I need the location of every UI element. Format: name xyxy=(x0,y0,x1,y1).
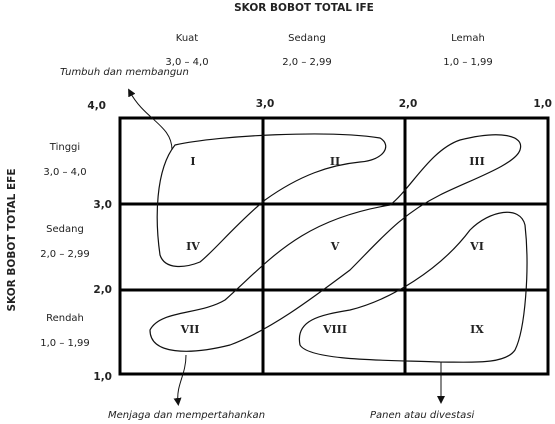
x-tick-label: 2,0 xyxy=(399,98,418,110)
cell-label: VII xyxy=(180,323,200,336)
cell-label: VIII xyxy=(322,323,347,336)
column-range: 1,0 – 1,99 xyxy=(443,57,493,68)
row-label: Rendah xyxy=(46,313,84,324)
annotation: Menjaga dan mempertahankan xyxy=(108,410,265,421)
y-tick-label: 2,0 xyxy=(93,284,112,296)
cell-label: I xyxy=(190,155,195,168)
annotation-arrow xyxy=(173,354,187,406)
row-range: 2,0 – 2,99 xyxy=(40,249,90,260)
y-tick-label: 4,0 xyxy=(87,100,106,112)
x-tick-label: 3,0 xyxy=(256,98,275,110)
hold-outline xyxy=(149,134,522,352)
grid-border xyxy=(118,116,550,376)
cell-label: V xyxy=(330,240,340,253)
column-range: 3,0 – 4,0 xyxy=(165,57,208,68)
row-range: 1,0 – 1,99 xyxy=(40,338,90,349)
row-range: 3,0 – 4,0 xyxy=(43,167,86,178)
x-axis-title: SKOR BOBOT TOTAL IFE xyxy=(234,2,374,14)
row-label: Tinggi xyxy=(49,142,80,153)
column-label: Kuat xyxy=(176,33,199,44)
column-label: Sedang xyxy=(288,33,326,44)
x-tick-label: 1,0 xyxy=(533,98,552,110)
row-label: Sedang xyxy=(46,224,84,235)
grid xyxy=(118,116,550,376)
cell-label: III xyxy=(469,155,484,168)
y-tick-label: 1,0 xyxy=(93,371,112,383)
y-tick-label: 3,0 xyxy=(93,199,112,211)
annotation: Tumbuh dan membangun xyxy=(60,67,189,78)
column-label: Lemah xyxy=(451,33,485,44)
cell-label: II xyxy=(330,155,340,168)
cell-label: IX xyxy=(470,323,484,336)
cell-label: IV xyxy=(186,240,200,253)
annotation-arrow xyxy=(128,88,173,151)
annotation: Panen atau divestasi xyxy=(370,410,475,421)
growth-outline xyxy=(156,133,387,267)
column-range: 2,0 – 2,99 xyxy=(282,57,332,68)
y-axis-title: SKOR BOBOT TOTAL EFE xyxy=(6,169,18,312)
harvest-outline xyxy=(298,211,528,363)
cell-label: VI xyxy=(469,240,484,253)
